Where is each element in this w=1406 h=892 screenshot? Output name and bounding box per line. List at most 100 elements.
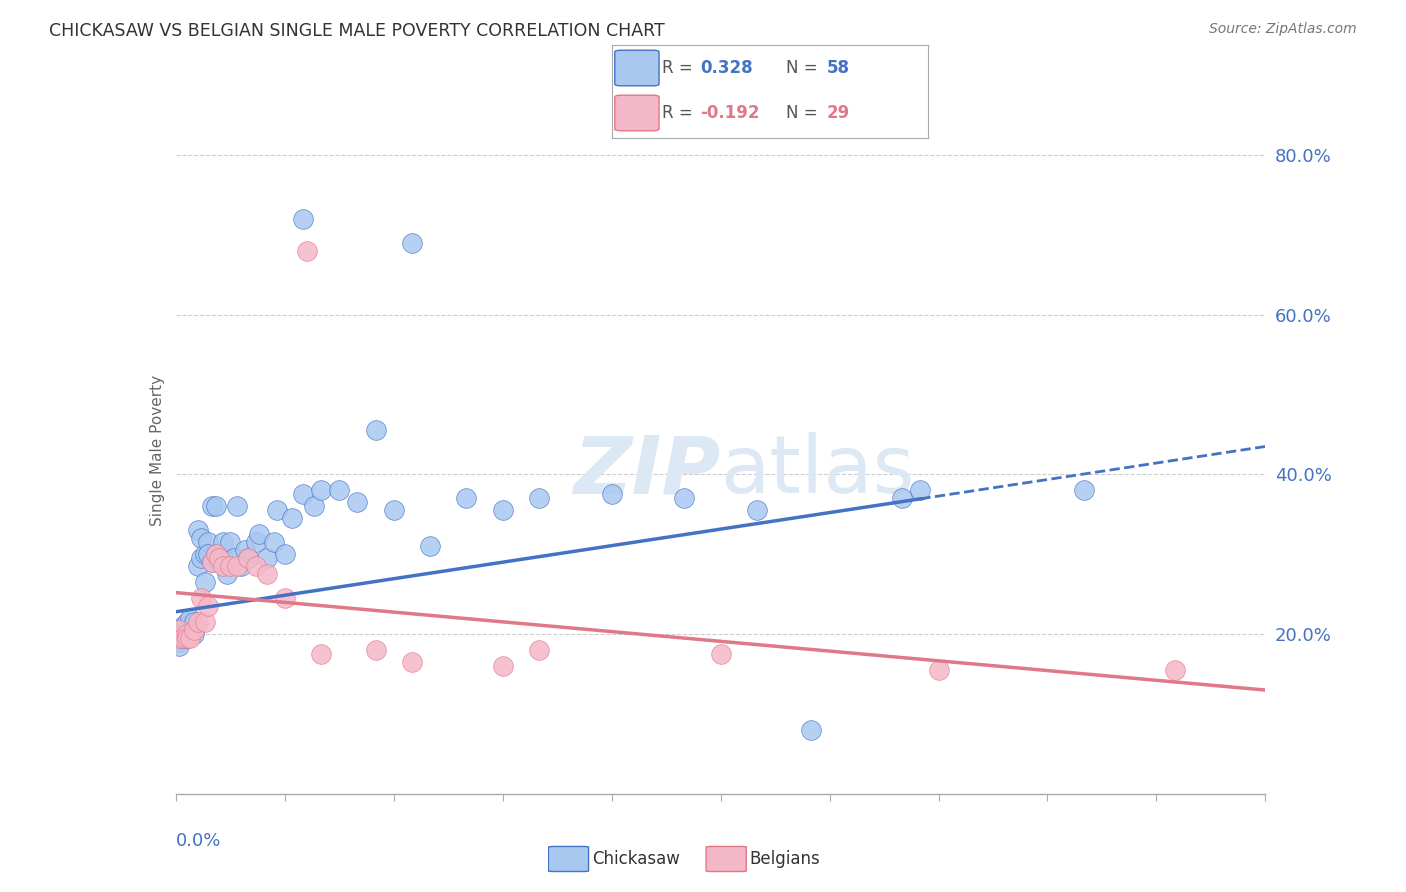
Point xyxy=(266,503,288,517)
Point xyxy=(745,503,768,517)
Text: Source: ZipAtlas.com: Source: ZipAtlas.com xyxy=(1209,22,1357,37)
Text: atlas: atlas xyxy=(721,432,915,510)
Point xyxy=(212,551,235,566)
Point xyxy=(172,619,194,633)
Point xyxy=(226,559,249,574)
Point xyxy=(190,531,212,545)
Point xyxy=(172,627,194,641)
Point xyxy=(183,627,205,641)
Point xyxy=(910,483,932,498)
Point xyxy=(231,559,253,574)
Point xyxy=(204,500,226,514)
Point xyxy=(401,655,423,669)
Point xyxy=(190,551,212,566)
Point xyxy=(219,559,242,574)
Point xyxy=(245,559,267,574)
Point xyxy=(328,483,350,498)
Point xyxy=(382,503,405,517)
Text: R =: R = xyxy=(662,104,699,122)
FancyBboxPatch shape xyxy=(548,847,589,871)
Point xyxy=(291,211,314,226)
Text: ZIP: ZIP xyxy=(574,432,721,510)
Point xyxy=(201,555,224,569)
Point xyxy=(710,647,733,661)
Point xyxy=(204,547,226,561)
Point xyxy=(201,500,224,514)
Point xyxy=(281,511,304,525)
Text: R =: R = xyxy=(662,59,699,77)
Text: 58: 58 xyxy=(827,59,849,77)
Text: 29: 29 xyxy=(827,104,851,122)
Point xyxy=(194,615,217,630)
Point xyxy=(226,500,249,514)
Point xyxy=(256,551,278,566)
Point xyxy=(401,235,423,250)
Point xyxy=(172,631,194,645)
Point xyxy=(179,631,201,645)
Point xyxy=(201,555,224,569)
Point xyxy=(492,659,515,673)
Point xyxy=(309,647,332,661)
Point xyxy=(197,599,219,614)
Point xyxy=(527,491,550,506)
Point xyxy=(208,551,231,566)
Point xyxy=(204,547,226,561)
Point xyxy=(169,639,191,653)
Text: N =: N = xyxy=(786,59,823,77)
Point xyxy=(245,535,267,549)
Point xyxy=(169,627,191,641)
Point xyxy=(492,503,515,517)
Point xyxy=(176,631,198,645)
Point xyxy=(291,487,314,501)
Point xyxy=(673,491,696,506)
Point xyxy=(176,631,198,645)
Text: CHICKASAW VS BELGIAN SINGLE MALE POVERTY CORRELATION CHART: CHICKASAW VS BELGIAN SINGLE MALE POVERTY… xyxy=(49,22,665,40)
Point xyxy=(263,535,285,549)
Point xyxy=(186,524,209,538)
Point xyxy=(186,559,209,574)
Point xyxy=(176,627,198,641)
Point xyxy=(274,591,297,606)
Point xyxy=(238,551,260,566)
Point xyxy=(197,535,219,549)
Point xyxy=(176,615,198,630)
Point xyxy=(169,635,191,649)
Point xyxy=(456,491,478,506)
Point xyxy=(309,483,332,498)
Point xyxy=(256,567,278,582)
Point xyxy=(364,424,387,438)
Point xyxy=(295,244,318,258)
Point xyxy=(219,535,242,549)
Point xyxy=(186,615,209,630)
Text: Chickasaw: Chickasaw xyxy=(592,850,679,868)
Point xyxy=(1073,483,1095,498)
Point xyxy=(1163,663,1185,677)
Point xyxy=(183,623,205,637)
Text: Belgians: Belgians xyxy=(749,850,820,868)
Point xyxy=(274,547,297,561)
Point xyxy=(169,623,191,637)
Point xyxy=(194,575,217,590)
Point xyxy=(194,547,217,561)
Point xyxy=(600,487,623,501)
Point xyxy=(183,615,205,630)
Point xyxy=(247,527,270,541)
Point xyxy=(215,567,238,582)
Y-axis label: Single Male Poverty: Single Male Poverty xyxy=(149,375,165,526)
Point xyxy=(364,643,387,657)
Point xyxy=(172,631,194,645)
Point xyxy=(212,559,235,574)
Point xyxy=(419,539,441,553)
Point xyxy=(222,551,245,566)
Point xyxy=(233,543,256,558)
Point xyxy=(197,547,219,561)
FancyBboxPatch shape xyxy=(614,50,659,86)
Point xyxy=(928,663,950,677)
Point xyxy=(302,500,325,514)
Point xyxy=(179,611,201,625)
Text: N =: N = xyxy=(786,104,823,122)
Point xyxy=(346,495,368,509)
Point xyxy=(212,535,235,549)
Text: -0.192: -0.192 xyxy=(700,104,759,122)
FancyBboxPatch shape xyxy=(614,95,659,131)
